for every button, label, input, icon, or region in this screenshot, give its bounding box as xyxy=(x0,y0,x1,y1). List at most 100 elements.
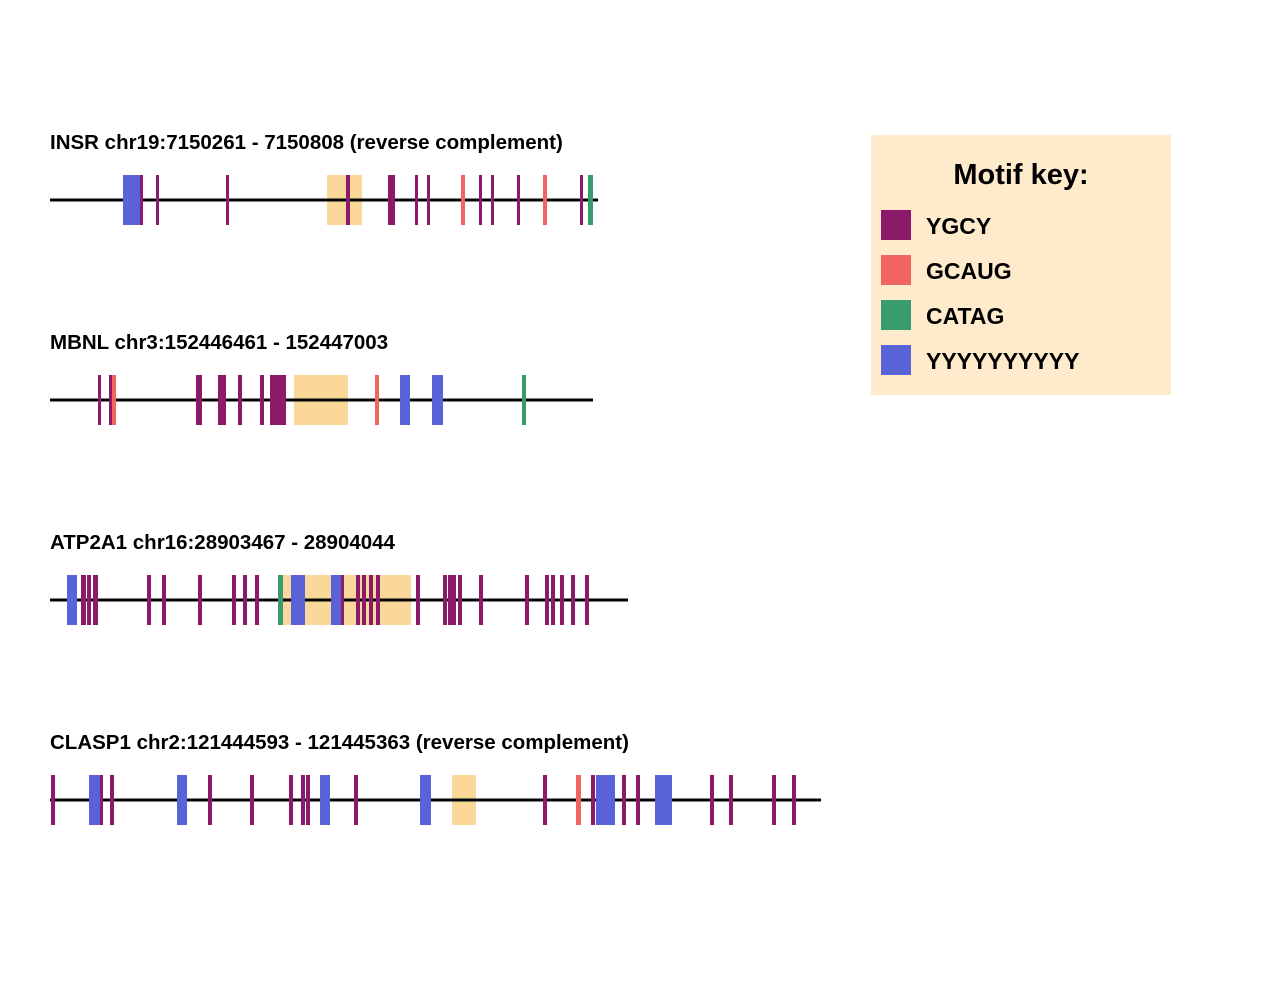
motif-mark-ygcy xyxy=(110,775,114,825)
motif-mark-ygcy xyxy=(479,575,483,625)
motif-mark-ygcy xyxy=(551,575,555,625)
motif-mark-ygcy xyxy=(341,575,344,625)
gene-track: INSR chr19:7150261 - 7150808 (reverse co… xyxy=(50,131,598,225)
motif-mark-ygcy xyxy=(560,575,564,625)
motif-mark-yyyyyyyyyy xyxy=(596,775,615,825)
motif-mark-ygcy xyxy=(415,175,418,225)
track-title: CLASP1 chr2:121444593 - 121445363 (rever… xyxy=(50,731,629,754)
motif-mark-ygcy xyxy=(208,775,212,825)
motif-mark-ygcy xyxy=(243,575,247,625)
motif-mark-ygcy xyxy=(218,375,226,425)
motif-mark-ygcy xyxy=(232,575,236,625)
motif-mark-ygcy xyxy=(448,575,456,625)
legend-swatch xyxy=(881,210,911,240)
motif-mark-ygcy xyxy=(162,575,166,625)
motif-mark-yyyyyyyyyy xyxy=(89,775,102,825)
motif-mark-ygcy xyxy=(87,575,91,625)
motif-mark-ygcy xyxy=(376,575,380,625)
motif-mark-ygcy xyxy=(198,575,202,625)
motif-mark-gcaug xyxy=(576,775,581,825)
motif-mark-ygcy xyxy=(458,575,462,625)
legend-swatch xyxy=(881,345,911,375)
motif-legend: Motif key: YGCY GCAUG CATAG YYYYYYYYYY xyxy=(871,135,1171,395)
motif-mark-ygcy xyxy=(369,575,373,625)
motif-mark-gcaug xyxy=(543,175,547,225)
motif-mark-ygcy xyxy=(270,375,286,425)
motif-mark-ygcy xyxy=(255,575,259,625)
motif-mark-yyyyyyyyyy xyxy=(432,375,443,425)
motif-mark-yyyyyyyyyy xyxy=(67,575,77,625)
motif-mark-ygcy xyxy=(289,775,293,825)
legend-label: YGCY xyxy=(926,213,991,239)
motif-mark-ygcy xyxy=(580,175,583,225)
motif-mark-ygcy xyxy=(636,775,640,825)
motif-mark-ygcy xyxy=(238,375,242,425)
motif-mark-ygcy xyxy=(585,575,589,625)
legend-label: CATAG xyxy=(926,303,1004,329)
motif-mark-yyyyyyyyyy xyxy=(291,575,305,625)
motif-mark-ygcy xyxy=(356,575,360,625)
motif-mark-ygcy xyxy=(156,175,159,225)
motif-mark-ygcy xyxy=(147,575,151,625)
motif-mark-ygcy xyxy=(388,175,395,225)
motif-mark-catag xyxy=(522,375,526,425)
motif-mark-ygcy xyxy=(792,775,796,825)
motif-mark-ygcy xyxy=(306,775,310,825)
motif-mark-ygcy xyxy=(416,575,420,625)
legend-label: YYYYYYYYYY xyxy=(926,348,1079,374)
motif-mark-catag xyxy=(588,175,593,225)
motif-mark-ygcy xyxy=(591,775,595,825)
motif-mark-ygcy xyxy=(301,775,305,825)
motif-mark-ygcy xyxy=(571,575,575,625)
gene-track: ATP2A1 chr16:28903467 - 28904044 xyxy=(50,531,628,625)
motif-mark-ygcy xyxy=(772,775,776,825)
motif-mark-ygcy xyxy=(729,775,733,825)
motif-mark-ygcy xyxy=(354,775,358,825)
motif-mark-ygcy xyxy=(100,775,103,825)
track-title: ATP2A1 chr16:28903467 - 28904044 xyxy=(50,531,396,554)
motif-mark-ygcy xyxy=(93,575,98,625)
legend-label: GCAUG xyxy=(926,258,1012,284)
motif-mark-yyyyyyyyyy xyxy=(177,775,187,825)
motif-mark-ygcy xyxy=(622,775,626,825)
motif-mark-ygcy xyxy=(346,175,350,225)
motif-mark-ygcy xyxy=(479,175,482,225)
motif-mark-yyyyyyyyyy xyxy=(420,775,431,825)
legend-swatch xyxy=(881,255,911,285)
motif-mark-ygcy xyxy=(517,175,520,225)
legend-swatch xyxy=(881,300,911,330)
motif-mark-ygcy xyxy=(109,375,112,425)
motif-mark-ygcy xyxy=(525,575,529,625)
motif-mark-yyyyyyyyyy xyxy=(400,375,410,425)
track-title: MBNL chr3:152446461 - 152447003 xyxy=(50,331,388,354)
motif-mark-yyyyyyyyyy xyxy=(320,775,330,825)
motif-mark-ygcy xyxy=(250,775,254,825)
gene-track: CLASP1 chr2:121444593 - 121445363 (rever… xyxy=(50,731,821,825)
motif-mark-ygcy xyxy=(140,175,143,225)
motif-mark-ygcy xyxy=(196,375,202,425)
motif-mark-yyyyyyyyyy xyxy=(655,775,672,825)
motif-mark-gcaug xyxy=(461,175,465,225)
legend-background xyxy=(871,135,1171,395)
motif-mark-ygcy xyxy=(260,375,264,425)
legend-title: Motif key: xyxy=(953,159,1088,191)
motif-mark-ygcy xyxy=(51,775,55,825)
motif-mark-ygcy xyxy=(710,775,714,825)
motif-mark-ygcy xyxy=(443,575,447,625)
motif-mark-ygcy xyxy=(543,775,547,825)
motif-mark-ygcy xyxy=(226,175,229,225)
motif-mark-ygcy xyxy=(491,175,494,225)
motif-mark-gcaug xyxy=(112,375,116,425)
motif-mark-ygcy xyxy=(98,375,101,425)
motif-mark-ygcy xyxy=(545,575,549,625)
motif-mark-ygcy xyxy=(81,575,86,625)
track-title: INSR chr19:7150261 - 7150808 (reverse co… xyxy=(50,131,563,154)
tracks-group: INSR chr19:7150261 - 7150808 (reverse co… xyxy=(50,131,821,825)
motif-mark-catag xyxy=(278,575,283,625)
legend-items: YGCY GCAUG CATAG YYYYYYYYYY xyxy=(881,210,1079,375)
motif-mark-yyyyyyyyyy xyxy=(331,575,342,625)
motif-mark-ygcy xyxy=(362,575,366,625)
motif-mark-gcaug xyxy=(375,375,379,425)
motif-mark-yyyyyyyyyy xyxy=(123,175,141,225)
